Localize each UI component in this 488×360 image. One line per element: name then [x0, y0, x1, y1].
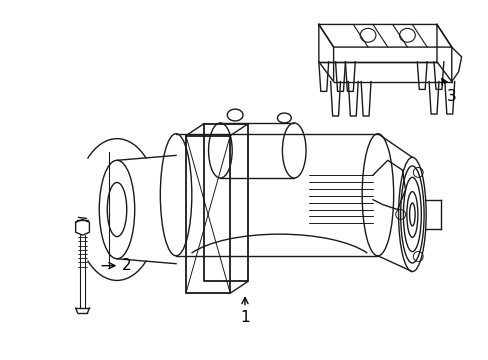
Text: 2: 2 [102, 258, 131, 273]
Text: 1: 1 [240, 298, 249, 325]
Text: 3: 3 [441, 78, 456, 104]
